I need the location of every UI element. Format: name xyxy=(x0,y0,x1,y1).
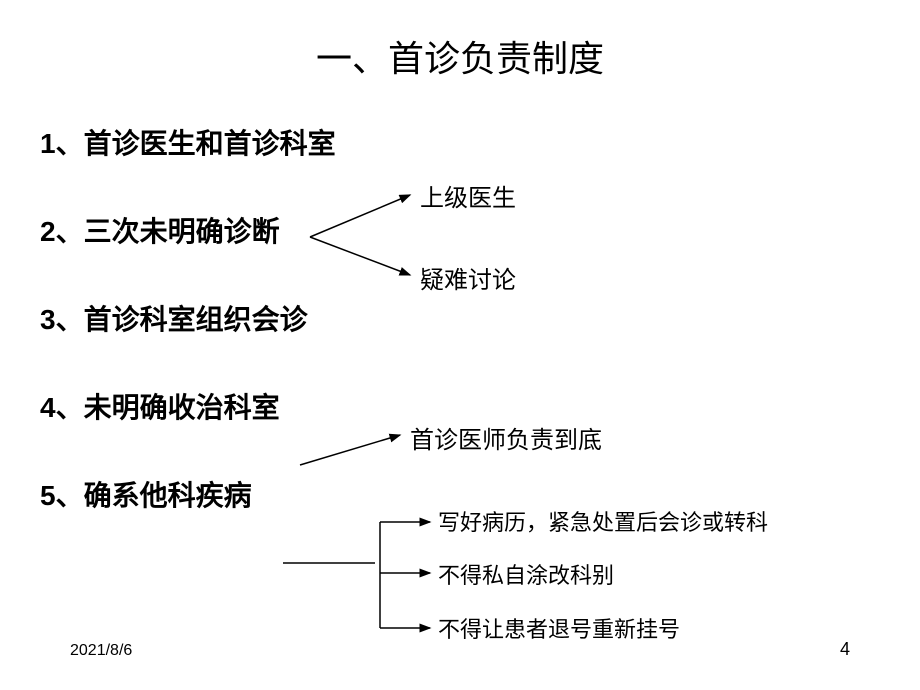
branch-item5-a: 写好病历，紧急处置后会诊或转科 xyxy=(438,505,768,537)
item-number: 5、 xyxy=(40,480,84,511)
footer-page: 4 xyxy=(840,639,850,660)
list-item-3: 3、首诊科室组织会诊 xyxy=(40,298,880,338)
item-number: 1、 xyxy=(40,128,84,159)
item-number: 4、 xyxy=(40,392,84,423)
item-text: 未明确收治科室 xyxy=(84,392,280,423)
slide-title: 一、首诊负责制度 xyxy=(40,30,880,82)
item-number: 3、 xyxy=(40,304,84,335)
item-text: 首诊医生和首诊科室 xyxy=(84,128,336,159)
item-text: 三次未明确诊断 xyxy=(84,216,280,247)
item-text: 首诊科室组织会诊 xyxy=(84,304,308,335)
list-item-2: 2、三次未明确诊断 xyxy=(40,210,880,250)
item-text: 确系他科疾病 xyxy=(84,480,252,511)
slide-container: 一、首诊负责制度 1、首诊医生和首诊科室 2、三次未明确诊断 3、首诊科室组织会… xyxy=(0,0,920,690)
branch-item4-a: 首诊医师负责到底 xyxy=(410,420,602,455)
branch-item2-a: 上级医生 xyxy=(420,178,516,213)
list-item-1: 1、首诊医生和首诊科室 xyxy=(40,122,880,162)
item-number: 2、 xyxy=(40,216,84,247)
branch-item5-b: 不得私自涂改科别 xyxy=(438,558,614,590)
branch-item2-b: 疑难讨论 xyxy=(420,260,516,295)
branch-item5-c: 不得让患者退号重新挂号 xyxy=(438,612,680,644)
footer-date: 2021/8/6 xyxy=(70,642,132,660)
